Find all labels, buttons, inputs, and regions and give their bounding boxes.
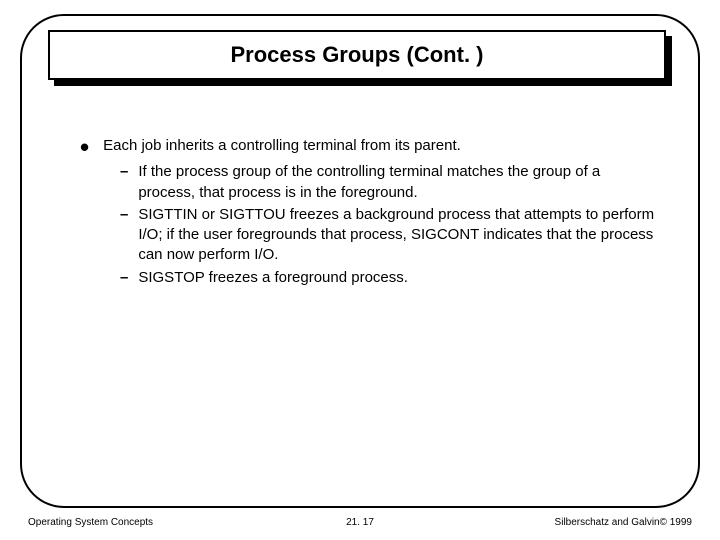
bullet-item: • Each job inherits a controlling termin… xyxy=(80,136,660,156)
footer-left: Operating System Concepts xyxy=(28,517,153,528)
sub-item: – If the process group of the controllin… xyxy=(120,162,660,203)
bullet-text: Each job inherits a controlling terminal… xyxy=(103,136,660,156)
footer-right: Silberschatz and Galvin© 1999 xyxy=(555,517,692,528)
sub-text: SIGSTOP freezes a foreground process. xyxy=(138,268,660,288)
dash-icon: – xyxy=(120,162,128,182)
slide-title: Process Groups (Cont. ) xyxy=(230,42,483,68)
dash-icon: – xyxy=(120,205,128,225)
slide-body: • Each job inherits a controlling termin… xyxy=(80,136,660,290)
sub-list: – If the process group of the controllin… xyxy=(120,162,660,288)
sub-text: SIGTTIN or SIGTTOU freezes a background … xyxy=(138,205,660,266)
sub-text: If the process group of the controlling … xyxy=(138,162,660,203)
sub-item: – SIGSTOP freezes a foreground process. xyxy=(120,268,660,288)
footer-center: 21. 17 xyxy=(346,517,374,528)
bullet-dot-icon: • xyxy=(80,140,89,154)
sub-item: – SIGTTIN or SIGTTOU freezes a backgroun… xyxy=(120,205,660,266)
slide: Process Groups (Cont. ) • Each job inher… xyxy=(0,0,720,540)
footer: Operating System Concepts 21. 17 Silbers… xyxy=(28,517,692,528)
title-box: Process Groups (Cont. ) xyxy=(48,30,666,80)
dash-icon: – xyxy=(120,268,128,288)
